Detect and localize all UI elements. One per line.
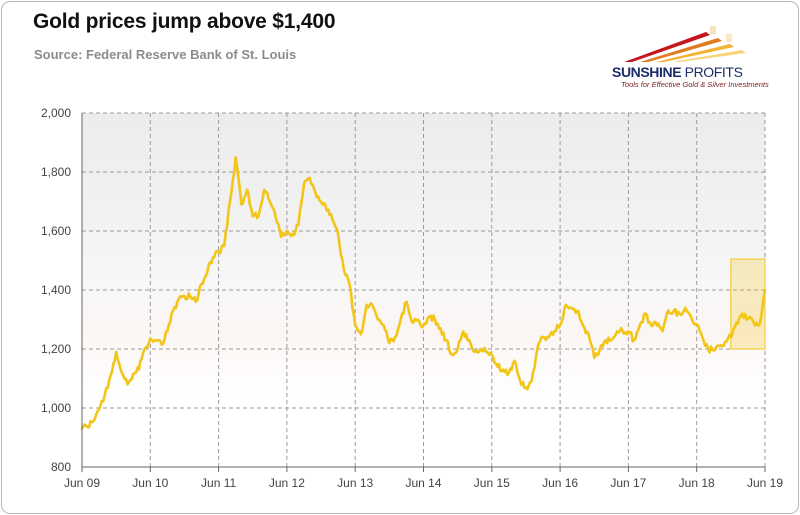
y-tick-label: 1,400: [41, 283, 71, 297]
logo-wordmark-light: PROFITS: [681, 64, 743, 80]
y-tick-label: 1,600: [41, 224, 71, 238]
axes: [81, 113, 766, 472]
recent-price-highlight: [730, 258, 766, 350]
chart-title: Gold prices jump above $1,400: [33, 10, 336, 33]
gold-price-series: [80, 156, 767, 430]
gridlines: [82, 112, 766, 467]
x-tick-label: Jun 11: [201, 476, 236, 490]
y-tick-label: 1,800: [41, 165, 71, 179]
y-tick-label: 2,000: [41, 106, 71, 120]
y-tick-label: 800: [51, 460, 71, 474]
x-tick-label: Jun 18: [679, 476, 715, 490]
highlight-box: [730, 258, 766, 350]
x-tick-label: Jun 17: [610, 476, 646, 490]
x-tick-label: Jun 13: [337, 476, 373, 490]
logo-tagline: Tools for Effective Gold & Silver Invest…: [621, 80, 769, 89]
x-tick-label: Jun 16: [542, 476, 578, 490]
logo-wordmark-bold: SUNSHINE: [612, 64, 682, 80]
sunshine-profits-logo-icon: [624, 26, 746, 62]
x-tick-label: Jun 09: [64, 476, 100, 490]
gold-price-line: [80, 156, 767, 430]
logo-wordmark: SUNSHINE PROFITS: [612, 64, 743, 80]
x-tick-label: Jun 14: [405, 476, 441, 490]
x-tick-label: Jun 19: [747, 476, 783, 490]
x-tick-label: Jun 12: [269, 476, 305, 490]
y-tick-label: 1,200: [41, 342, 71, 356]
x-tick-label: Jun 10: [132, 476, 168, 490]
y-axis-tick-labels: 800 1,000 1,200 1,400 1,600 1,800 2,000: [41, 106, 71, 474]
x-tick-label: Jun 15: [474, 476, 510, 490]
x-axis-tick-labels: Jun 09 Jun 10 Jun 11 Jun 12 Jun 13 Jun 14 Jun …: [64, 476, 783, 490]
y-tick-label: 1,000: [41, 401, 71, 415]
chart-source: Source: Federal Reserve Bank of St. Loui…: [34, 47, 297, 62]
